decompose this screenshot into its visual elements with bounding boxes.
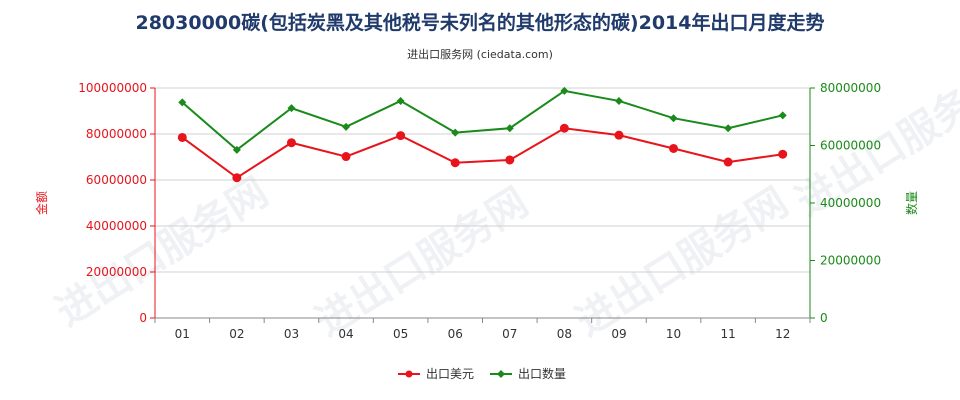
x-tick-label: 07 [502,327,517,341]
y-left-tick-label: 20000000 [86,265,147,279]
data-point [669,114,678,123]
x-tick-label: 05 [393,327,408,341]
data-point [341,152,351,162]
data-point [778,149,788,159]
y-right-tick-label: 40000000 [820,196,881,210]
x-tick-label: 09 [611,327,626,341]
data-point [450,158,460,168]
data-point [396,96,405,105]
data-point [723,157,733,167]
chart-title: 28030000碳(包括炭黑及其他税号未列名的其他形态的碳)2014年出口月度走… [135,12,825,34]
y-right-tick-label: 0 [820,311,828,325]
y-left-tick-label: 80000000 [86,127,147,141]
y-left-tick-label: 40000000 [86,219,147,233]
x-tick-label: 12 [775,327,790,341]
legend-label: 出口数量 [518,366,566,381]
data-point [178,98,187,107]
series-line [181,127,783,179]
data-point [614,130,624,140]
x-tick-label: 03 [284,327,299,341]
y-right-tick-label: 80000000 [820,81,881,95]
data-point [560,86,569,95]
y-right-axis-title: 数量 [904,191,919,215]
data-point [724,124,733,133]
data-point [286,138,296,148]
y-right-tick-label: 60000000 [820,139,881,153]
data-point [451,128,460,137]
data-point [396,131,406,141]
legend-label: 出口美元 [426,367,474,381]
y-left-tick-label: 0 [139,311,147,325]
legend-swatch-marker [405,370,413,378]
x-tick-label: 11 [720,327,735,341]
x-tick-label: 06 [448,327,463,341]
series-line [181,89,783,152]
data-point [232,173,242,183]
data-point [342,122,351,131]
data-point [505,124,514,133]
chart-subtitle: 进出口服务网 (ciedata.com) [407,48,553,61]
data-point [177,132,187,142]
x-tick-label: 10 [666,327,681,341]
y-left-axis-title: 金额 [34,191,49,215]
x-tick-label: 02 [229,327,244,341]
y-left-tick-label: 60000000 [86,173,147,187]
data-point [505,155,515,165]
x-tick-label: 01 [175,327,190,341]
data-point [614,96,623,105]
data-point [287,104,296,113]
legend-swatch-marker [497,370,505,378]
data-point [559,123,569,133]
data-point [778,111,787,120]
x-tick-label: 04 [338,327,353,341]
x-tick-label: 08 [557,327,572,341]
data-point [232,145,241,154]
y-right-tick-label: 20000000 [820,254,881,268]
data-point [669,143,679,153]
y-left-tick-label: 100000000 [78,81,147,95]
